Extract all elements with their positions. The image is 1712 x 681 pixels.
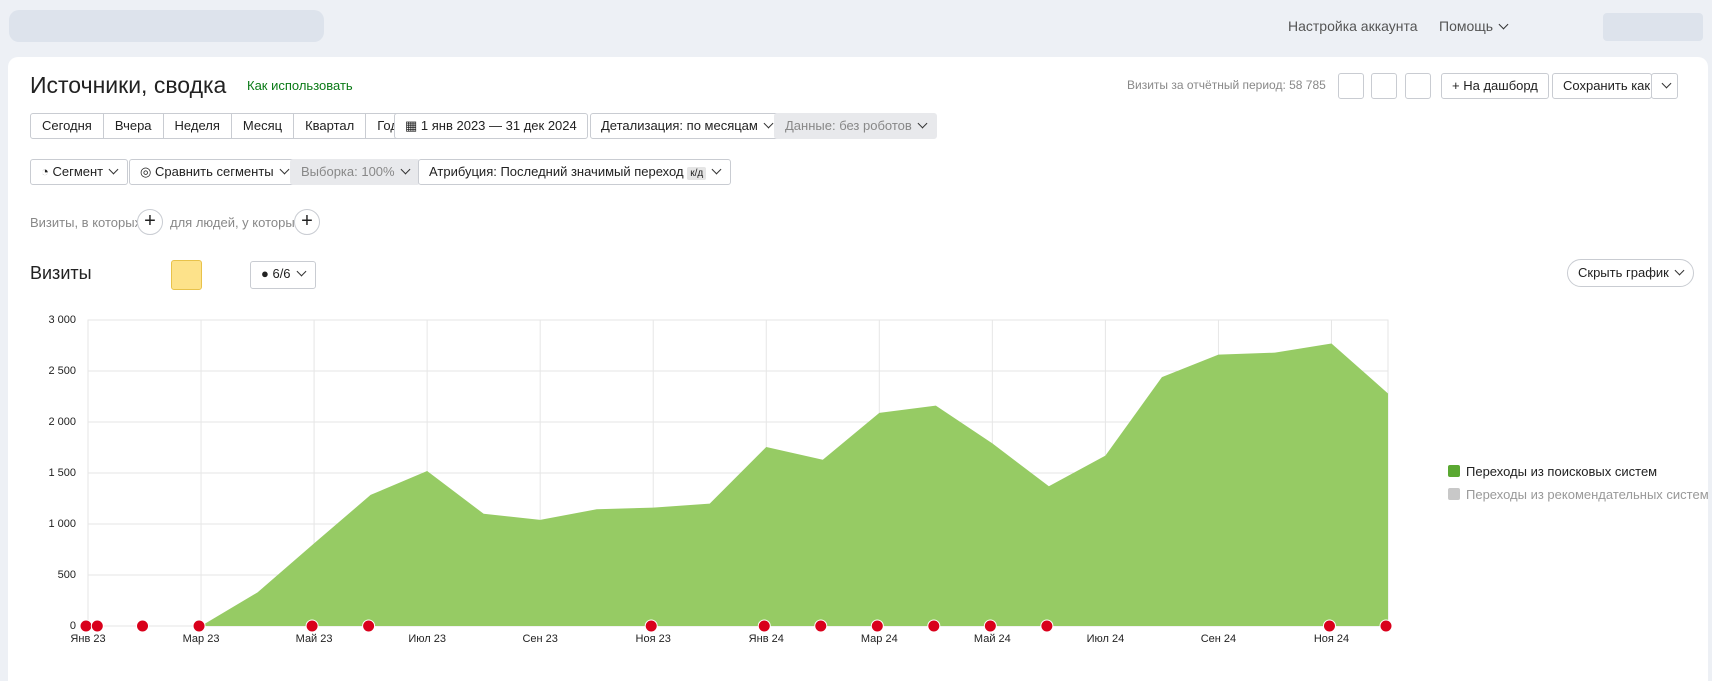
dashboard-button[interactable]: + На дашборд bbox=[1441, 73, 1549, 99]
annotation-marker bbox=[90, 619, 104, 633]
annotation-marker bbox=[305, 619, 319, 633]
x-tick-label: Янв 24 bbox=[749, 633, 784, 645]
annotation-marker bbox=[870, 619, 884, 633]
compare-button[interactable]: ◎ Сравнить сегменты bbox=[129, 159, 299, 185]
y-tick-label: 500 bbox=[58, 569, 76, 581]
y-tick-label: 2 500 bbox=[48, 365, 76, 377]
attribution-badge: к/д bbox=[687, 167, 707, 180]
save-menu[interactable] bbox=[1651, 73, 1678, 99]
annotations-button[interactable]: ● 6/6 bbox=[250, 261, 316, 289]
attribution-select[interactable]: Атрибуция: Последний значимый переход к/… bbox=[418, 159, 732, 185]
y-tick-label: 0 bbox=[70, 620, 76, 632]
top-bar: Настройка аккаунта Помощь bbox=[0, 0, 1712, 56]
period-button[interactable]: Сегодня bbox=[31, 114, 104, 138]
annotation-marker bbox=[927, 619, 941, 633]
sample-select[interactable]: Выборка: 100% bbox=[290, 159, 420, 185]
period-button[interactable]: Квартал bbox=[294, 114, 367, 138]
x-tick-label: Ноя 24 bbox=[1314, 633, 1349, 645]
y-tick-label: 3 000 bbox=[48, 314, 76, 326]
period-button[interactable]: Неделя bbox=[164, 114, 232, 138]
annotation-marker bbox=[1322, 619, 1336, 633]
export-button[interactable] bbox=[1371, 73, 1397, 99]
annotation-marker bbox=[1379, 619, 1393, 633]
data-filter[interactable]: Данные: без роботов bbox=[774, 113, 937, 139]
history-button[interactable] bbox=[1338, 73, 1364, 99]
help-link[interactable]: Как использовать bbox=[247, 78, 353, 93]
chart-type-button[interactable] bbox=[171, 260, 202, 290]
period-button[interactable]: Год bbox=[377, 118, 398, 133]
add-condition[interactable]: + bbox=[294, 209, 320, 235]
period-selector: Сегодня Вчера Неделя Месяц Квартал Год bbox=[30, 113, 410, 139]
tags-button[interactable] bbox=[1405, 73, 1431, 99]
condition-label: Визиты, в которых bbox=[30, 215, 142, 230]
add-condition[interactable]: + bbox=[137, 209, 163, 235]
chart: 0 500 1 000 1 500 2 000 2 500 3 000 Янв 23 Мар 2… bbox=[48, 314, 1393, 645]
segment-button[interactable]: ◔ Сегмент bbox=[30, 159, 129, 185]
logo-placeholder bbox=[9, 10, 324, 42]
annotation-marker bbox=[983, 619, 997, 633]
nav-link[interactable]: Настройка аккаунта bbox=[1288, 18, 1418, 34]
x-tick-label: Май 24 bbox=[974, 633, 1011, 645]
x-tick-label: Июл 24 bbox=[1087, 633, 1125, 645]
annotation-marker bbox=[136, 619, 150, 633]
chart-title: Визиты bbox=[30, 263, 92, 283]
period-button[interactable]: Вчера bbox=[104, 114, 164, 138]
detail-select[interactable]: Детализация: по месяцам bbox=[590, 113, 783, 139]
annotation-marker bbox=[814, 619, 828, 633]
x-tick-label: Сен 24 bbox=[1201, 633, 1236, 645]
nav-link[interactable]: Помощь bbox=[1439, 18, 1507, 34]
report-title: Источники, сводка bbox=[30, 72, 227, 98]
legend-item[interactable]: Переходы из поисковых систем bbox=[1448, 464, 1657, 479]
avatar-placeholder bbox=[1603, 13, 1703, 41]
annotation-marker bbox=[79, 619, 93, 633]
visits-total: Визиты за отчётный период: 58 785 bbox=[1127, 78, 1326, 92]
y-tick-label: 1 000 bbox=[48, 518, 76, 530]
annotation-marker bbox=[757, 619, 771, 633]
annotation-marker bbox=[362, 619, 376, 633]
y-tick-label: 2 000 bbox=[48, 416, 76, 428]
x-tick-label: Мар 23 bbox=[183, 633, 220, 645]
area bbox=[88, 343, 1388, 626]
legend-item[interactable]: Переходы из рекомендательных систем bbox=[1448, 487, 1709, 502]
y-tick-label: 1 500 bbox=[48, 467, 76, 479]
annotation-marker bbox=[192, 619, 206, 633]
condition-label: для людей, у которых bbox=[170, 215, 302, 230]
x-tick-label: Мар 24 bbox=[861, 633, 898, 645]
save-button[interactable]: Сохранить как bbox=[1552, 73, 1652, 99]
x-tick-label: Ноя 23 bbox=[636, 633, 671, 645]
annotation-marker bbox=[1040, 619, 1054, 633]
hide-chart-button[interactable]: Скрыть график bbox=[1567, 259, 1694, 287]
period-button[interactable]: Месяц bbox=[232, 114, 295, 138]
x-tick-label: Май 23 bbox=[296, 633, 333, 645]
x-tick-label: Сен 23 bbox=[522, 633, 557, 645]
x-tick-label: Июл 23 bbox=[408, 633, 446, 645]
date-range[interactable]: ▦ 1 янв 2023 — 31 дек 2024 bbox=[394, 113, 588, 139]
x-tick-label: Янв 23 bbox=[70, 633, 105, 645]
annotation-marker bbox=[644, 619, 658, 633]
